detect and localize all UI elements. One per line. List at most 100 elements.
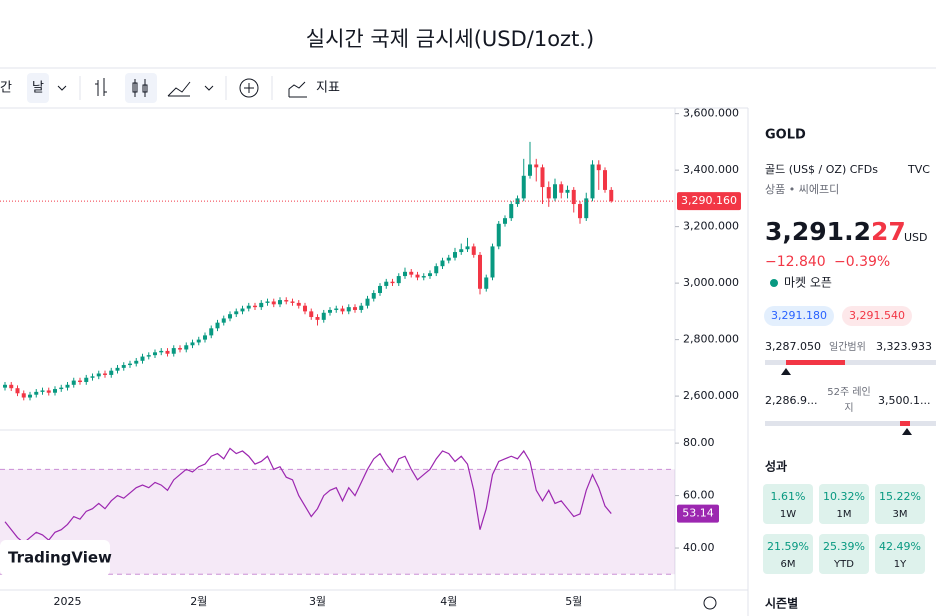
candle-body bbox=[228, 314, 232, 319]
candle-body bbox=[609, 189, 614, 202]
time-tick-label: 4월 bbox=[440, 595, 457, 608]
candle-body bbox=[71, 380, 76, 385]
y-tick-label: 2,800.000 bbox=[683, 333, 739, 346]
y-tick-label: 60.00 bbox=[683, 489, 715, 502]
candle-body bbox=[96, 373, 101, 377]
candle-body bbox=[34, 391, 39, 395]
y-tick-label: 3,200.000 bbox=[683, 220, 739, 233]
y-tick-label: 40.00 bbox=[683, 541, 715, 554]
performance-title: 성과 bbox=[765, 459, 787, 474]
year-range-label: 지 bbox=[844, 402, 853, 414]
performance-value: 25.39% bbox=[823, 540, 865, 553]
page-title: 실시간 국제 금시세(USD/1ozt.) bbox=[306, 27, 594, 51]
candle-body bbox=[528, 164, 532, 176]
year-low: 2,286.9... bbox=[765, 394, 817, 407]
candles-bg[interactable] bbox=[125, 73, 157, 103]
y-tick-label: 3,600.000 bbox=[683, 107, 739, 120]
period-button[interactable]: 간 bbox=[0, 81, 12, 96]
bars-icon[interactable] bbox=[95, 78, 107, 96]
candle-body bbox=[9, 384, 14, 389]
rsi-value-label: 53.14 bbox=[682, 507, 714, 520]
performance-cell bbox=[763, 534, 813, 574]
performance-period: 6M bbox=[781, 559, 796, 570]
compare-icon[interactable] bbox=[239, 78, 259, 98]
y-tick-label: 2,600.000 bbox=[683, 389, 739, 402]
category: 상품 • 씨에프디 bbox=[765, 183, 839, 196]
market-status: 마켓 오픈 bbox=[784, 276, 832, 290]
candle-body bbox=[434, 266, 439, 274]
year-high: 3,500.1... bbox=[878, 394, 930, 407]
day-low: 3,287.050 bbox=[765, 340, 821, 353]
candle-body bbox=[290, 301, 295, 303]
compare-plus[interactable] bbox=[244, 83, 254, 93]
candle-body bbox=[596, 164, 601, 171]
watermark: TradingView bbox=[8, 549, 112, 567]
currency: USD bbox=[904, 231, 928, 244]
performance-period: 1Y bbox=[894, 559, 907, 570]
exchange: TVC bbox=[907, 163, 930, 176]
candle-body bbox=[578, 204, 582, 219]
price: 3,291.227 bbox=[765, 217, 906, 246]
candle-body bbox=[15, 388, 20, 394]
indicators-icon[interactable] bbox=[288, 81, 307, 98]
bid: 3,291.180 bbox=[771, 309, 827, 322]
performance-value: 21.59% bbox=[767, 540, 809, 553]
time-tick-label: 2025 bbox=[54, 595, 82, 608]
candle-body bbox=[128, 363, 132, 366]
time-tick-label: 3월 bbox=[309, 595, 326, 608]
candle-body bbox=[90, 376, 95, 378]
candle-body bbox=[340, 308, 345, 312]
candle-body bbox=[415, 274, 420, 278]
settings-icon[interactable] bbox=[703, 596, 717, 610]
candle-body bbox=[540, 167, 545, 188]
interval-button[interactable]: 날 bbox=[32, 81, 44, 96]
candle-body bbox=[134, 360, 139, 364]
candle-body bbox=[565, 189, 570, 193]
candle-body bbox=[140, 356, 145, 361]
change: −12.840 bbox=[765, 254, 826, 270]
candle-body bbox=[359, 305, 364, 310]
area-icon[interactable] bbox=[167, 81, 191, 97]
candle-body bbox=[159, 350, 164, 353]
candle-body bbox=[278, 300, 282, 305]
candle-body bbox=[471, 246, 476, 255]
performance-period: 1W bbox=[780, 509, 796, 520]
candles-icon[interactable] bbox=[132, 79, 148, 97]
candle-body bbox=[390, 281, 395, 284]
candle-body bbox=[509, 204, 514, 219]
candle-body bbox=[78, 380, 82, 382]
status-dot bbox=[770, 279, 778, 287]
candle-body bbox=[315, 317, 320, 320]
candle-body bbox=[84, 377, 89, 382]
candle-body bbox=[109, 370, 114, 375]
dropdown-icon[interactable] bbox=[204, 85, 214, 91]
indicators-button[interactable]: 지표 bbox=[316, 81, 340, 96]
watermark-bg bbox=[0, 540, 110, 576]
chart-area bbox=[0, 141, 675, 575]
candle-body bbox=[490, 246, 495, 278]
candle-body bbox=[546, 187, 551, 199]
candle-body bbox=[478, 254, 482, 289]
candle-body bbox=[146, 355, 151, 357]
performance-cell bbox=[763, 484, 813, 524]
performance-period: YTD bbox=[833, 559, 854, 570]
candle-body bbox=[365, 298, 370, 306]
candle-body bbox=[178, 348, 182, 350]
day-high: 3,323.933 bbox=[876, 340, 932, 353]
change-percent: −0.39% bbox=[834, 254, 890, 270]
performance-value: 15.22% bbox=[879, 490, 921, 503]
candle-body bbox=[296, 302, 301, 306]
price-main: 3,291.2 bbox=[765, 217, 871, 246]
candle-body bbox=[165, 350, 170, 354]
candle-body bbox=[515, 198, 520, 205]
candle-body bbox=[378, 285, 382, 294]
dropdown-icon[interactable] bbox=[57, 85, 67, 91]
performance-value: 10.32% bbox=[823, 490, 865, 503]
interval-bg[interactable] bbox=[27, 73, 49, 103]
candle-body bbox=[590, 164, 595, 199]
price-tail: 27 bbox=[871, 217, 906, 246]
candle-body bbox=[459, 249, 464, 253]
ask-bg bbox=[842, 306, 912, 326]
candle-body bbox=[171, 348, 176, 354]
candle-body bbox=[115, 367, 120, 371]
